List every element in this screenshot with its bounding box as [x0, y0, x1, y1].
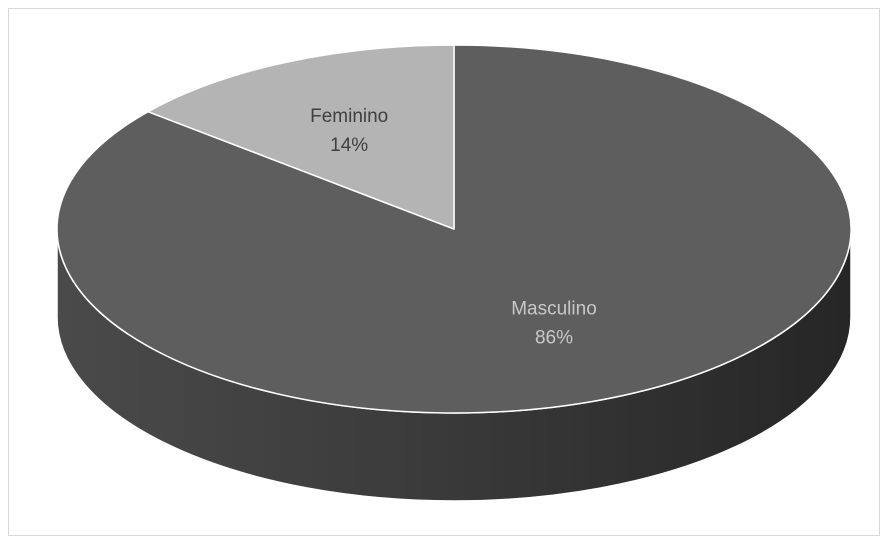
slice-label-masculino: Masculino — [511, 299, 597, 320]
chart-area: Masculino 86% Feminino 14% — [8, 8, 880, 536]
slice-label-feminino: Feminino — [310, 106, 388, 127]
pie-slice-feminino[interactable] — [147, 44, 455, 230]
slice-percent-feminino: 14% — [330, 135, 368, 156]
slice-percent-masculino: 86% — [535, 328, 573, 349]
pie-chart-svg: Masculino 86% Feminino 14% — [56, 44, 852, 502]
